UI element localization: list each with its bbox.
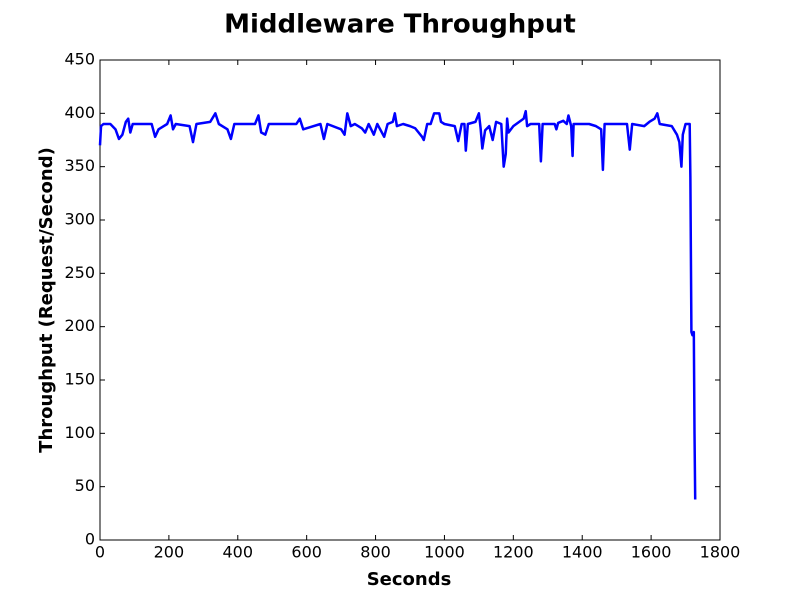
y-tick-label: 250: [64, 263, 95, 282]
x-tick-label: 0: [95, 543, 105, 562]
plot-frame: [99, 59, 721, 541]
y-tick-label: 200: [64, 316, 95, 335]
x-tick-label: 800: [360, 543, 391, 562]
y-tick-label: 100: [64, 423, 95, 442]
x-axis-label: Seconds: [367, 569, 452, 590]
throughput-line: [98, 109, 697, 500]
x-tick-label: 1600: [631, 543, 672, 562]
chart-title: Middleware Throughput: [224, 10, 576, 40]
y-tick-label: 350: [64, 156, 95, 175]
y-tick-label: 150: [64, 370, 95, 389]
y-tick-label: 450: [64, 50, 95, 69]
x-tick-label: 400: [223, 543, 254, 562]
y-tick-label: 50: [75, 476, 95, 495]
x-tick-label: 1200: [493, 543, 534, 562]
x-tick-label: 1400: [562, 543, 603, 562]
y-tick-label: 400: [64, 103, 95, 122]
x-tick-label: 200: [154, 543, 185, 562]
y-tick-label: 300: [64, 210, 95, 229]
x-tick-label: 1800: [700, 543, 741, 562]
y-axis-label: Throughput (Request/Second): [36, 147, 57, 453]
x-tick-label: 1000: [424, 543, 465, 562]
y-tick-label: 0: [85, 530, 95, 549]
x-tick-label: 600: [291, 543, 322, 562]
